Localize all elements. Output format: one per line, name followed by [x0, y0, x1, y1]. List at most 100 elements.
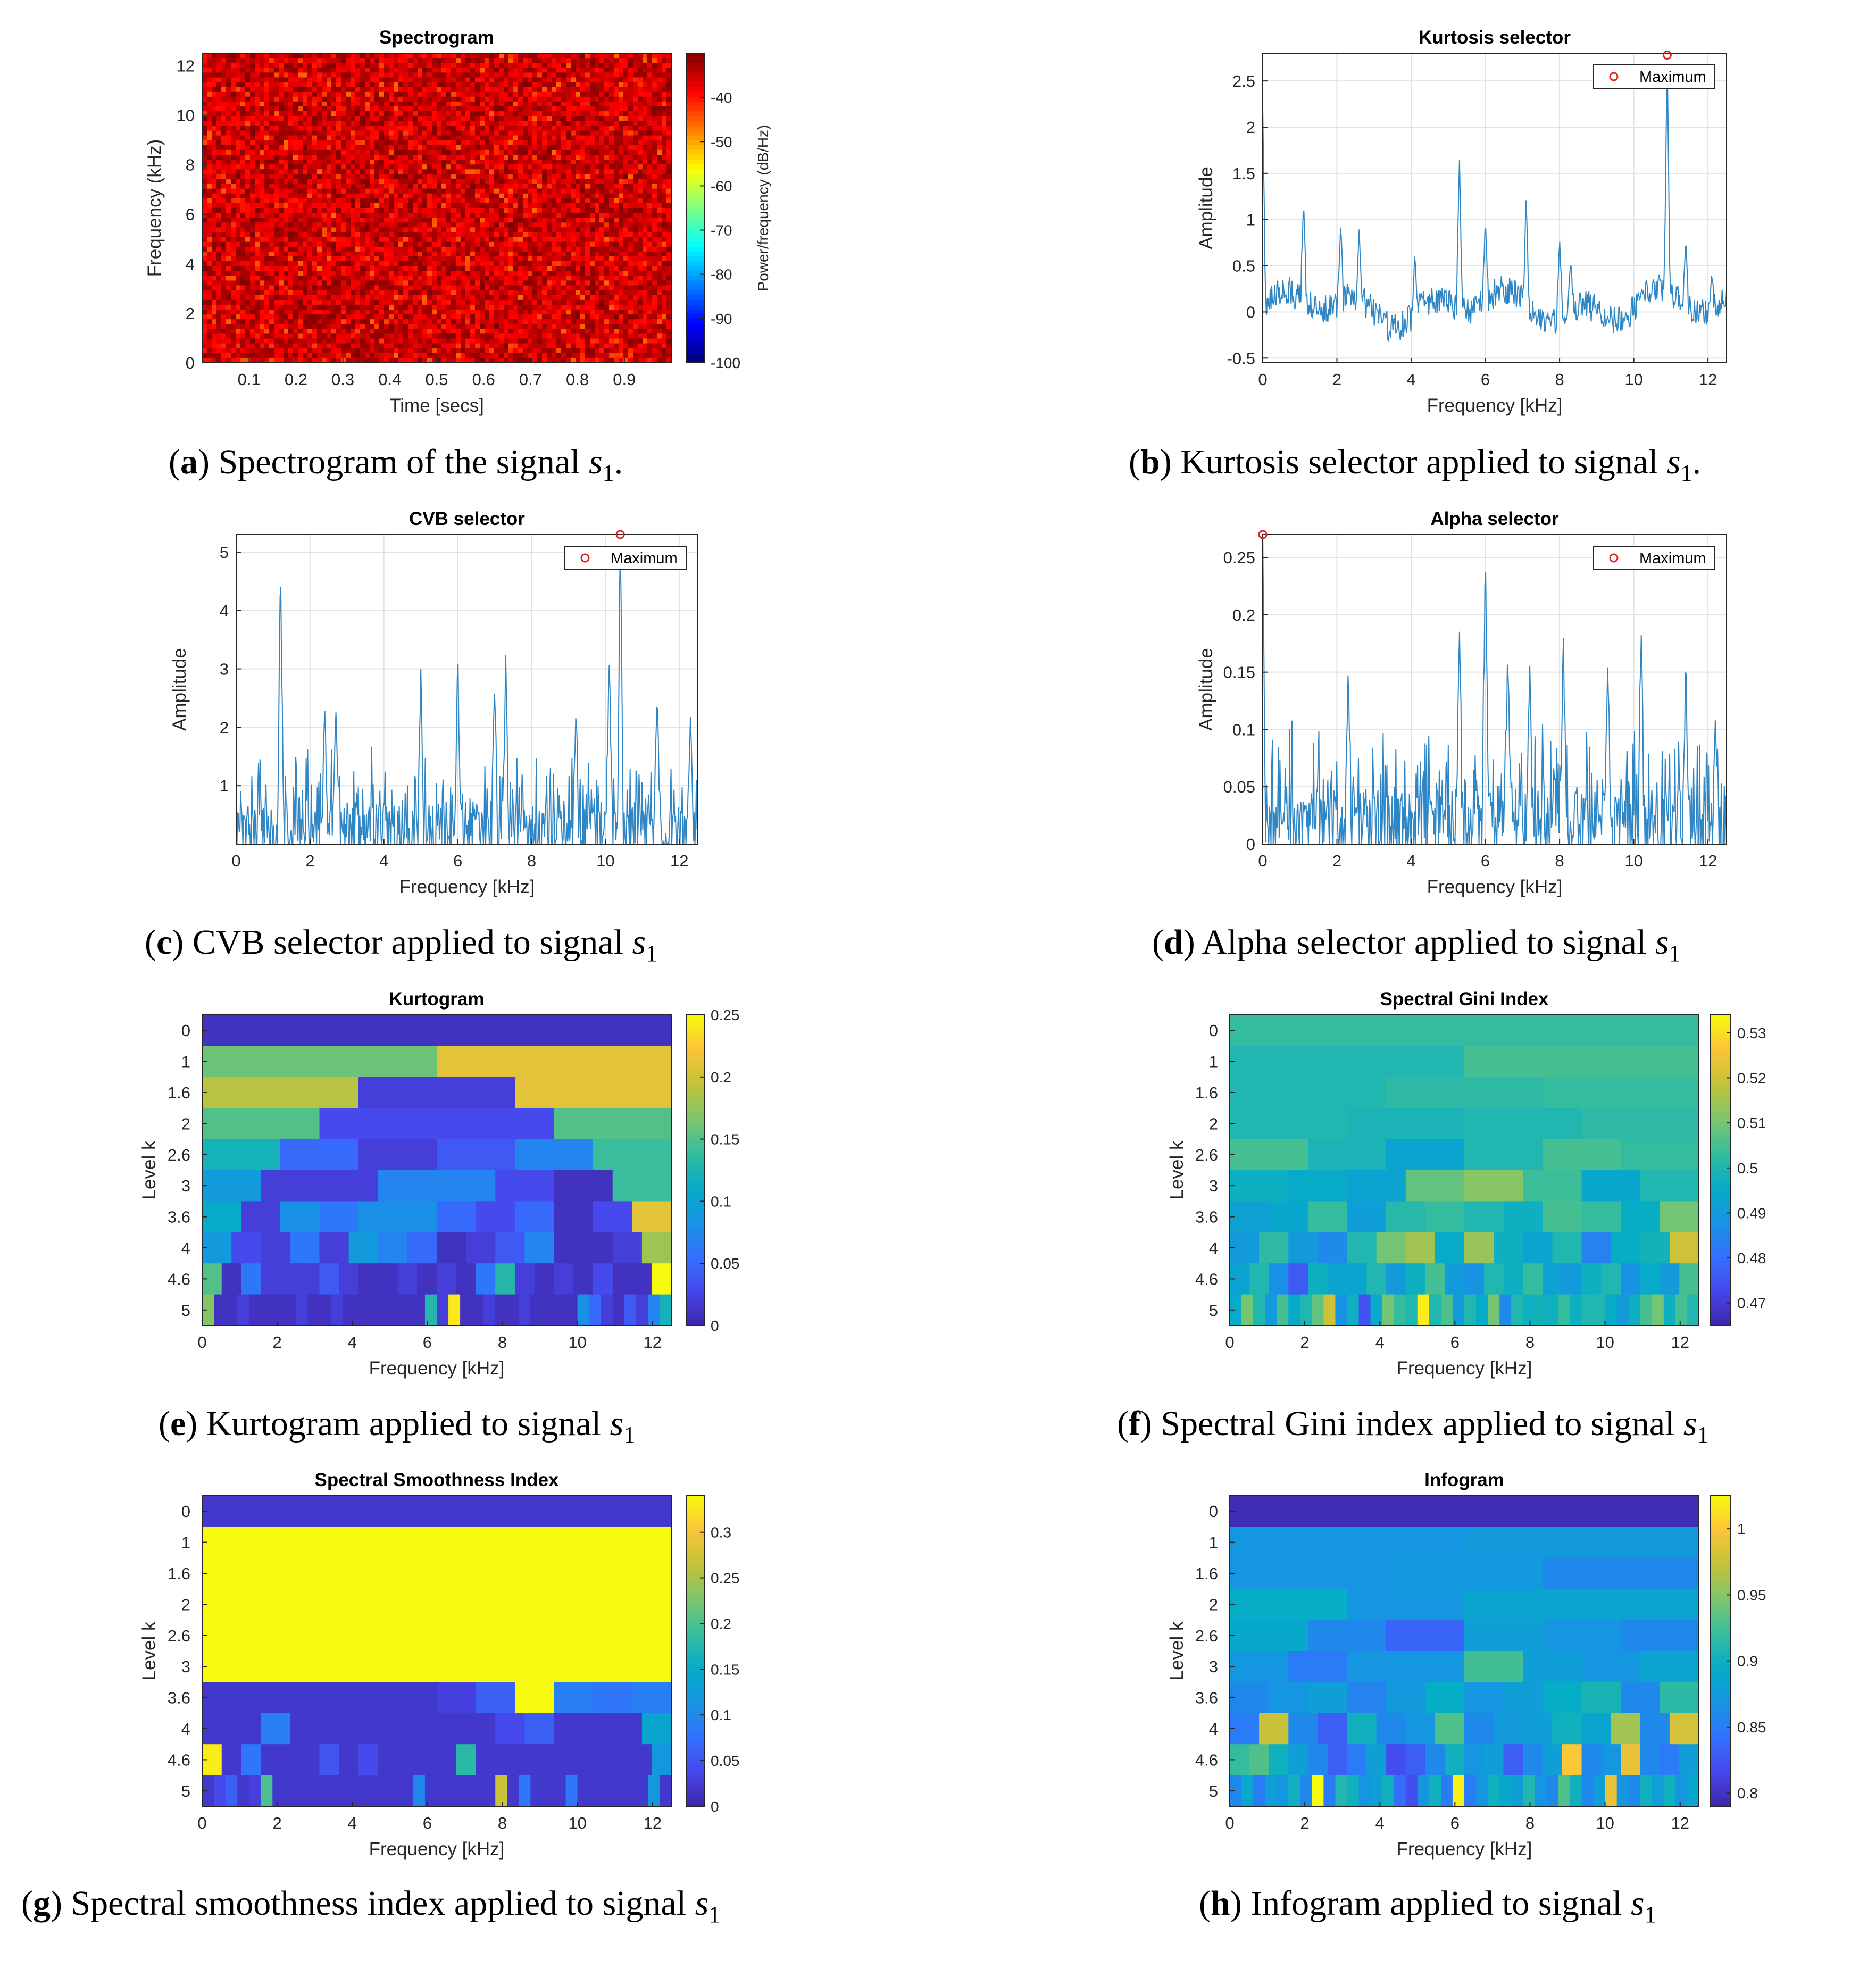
spectrogram-cell: [413, 116, 418, 121]
spectrogram-cell: [633, 261, 638, 266]
spectrogram-cell: [480, 96, 485, 102]
spectrogram-cell: [207, 53, 212, 59]
spectrogram-cell: [351, 130, 356, 136]
spectrogram-cell: [403, 241, 408, 247]
spectrogram-cell: [394, 174, 399, 179]
spectrogram-cell: [370, 280, 375, 286]
spectrogram-cell: [628, 91, 633, 97]
spectrogram-cell: [604, 91, 610, 97]
spectrogram-cell: [398, 276, 404, 281]
spectrogram-cell: [394, 280, 399, 286]
spectrogram-cell: [360, 135, 365, 141]
spectrogram-cell: [461, 130, 466, 136]
spectrogram-cell: [552, 237, 557, 243]
spectrogram-cell: [269, 145, 274, 151]
spectrogram-cell: [216, 82, 222, 88]
spectrogram-cell: [341, 193, 346, 199]
spectrogram-cell: [480, 126, 485, 131]
spectrogram-cell: [255, 290, 260, 296]
spectrogram-cell: [293, 140, 298, 146]
spectrogram-cell: [379, 290, 385, 296]
spectrogram-cell: [652, 213, 657, 218]
spectrogram-cell: [604, 179, 610, 184]
spectrogram-cell: [652, 218, 657, 223]
spectrogram-cell: [365, 290, 370, 296]
spectrogram-cell: [207, 295, 212, 301]
spectrogram-cell: [465, 87, 471, 93]
spectrogram-cell: [585, 285, 590, 291]
spectrogram-cell: [303, 271, 308, 276]
spectrogram-cell: [379, 96, 385, 102]
spectrogram-cell: [365, 237, 370, 243]
spectrogram-cell: [355, 237, 361, 243]
spectrogram-cell: [537, 198, 543, 204]
spectrogram-cell: [216, 203, 222, 209]
spectrogram-cell: [231, 106, 236, 112]
spectrogram-cell: [298, 198, 303, 204]
spectrogram-cell: [331, 53, 337, 59]
spectrogram-cell: [207, 58, 212, 63]
spectrogram-cell: [346, 237, 351, 243]
spectrogram-cell: [408, 295, 413, 301]
spectrogram-cell: [456, 266, 461, 271]
spectrogram-cell: [307, 101, 313, 107]
spectrogram-cell: [226, 77, 231, 83]
spectrogram-cell: [307, 266, 313, 271]
spectrogram-cell: [279, 164, 284, 170]
spectrogram-cell: [542, 72, 547, 78]
spectrogram-cell: [331, 184, 337, 189]
spectrogram-cell: [317, 111, 322, 116]
spectrogram-cell: [437, 188, 442, 194]
spectrogram-cell: [532, 280, 538, 286]
spectrogram-cell: [408, 184, 413, 189]
spectrogram-cell: [604, 96, 610, 102]
spectrogram-cell: [595, 246, 600, 252]
spectrogram-cell: [643, 82, 648, 88]
spectrogram-cell: [408, 91, 413, 97]
spectrogram-cell: [307, 140, 313, 146]
spectrogram-cell: [355, 121, 361, 126]
spectrogram-cell: [240, 218, 246, 223]
spectrogram-cell: [508, 77, 514, 83]
spectrogram-cell: [245, 135, 251, 141]
spectrogram-cell: [403, 77, 408, 83]
spectrogram-cell: [427, 290, 432, 296]
spectrogram-cell: [480, 160, 485, 165]
spectrogram-cell: [231, 116, 236, 121]
spectrogram-cell: [327, 227, 332, 232]
spectrogram-cell: [212, 164, 217, 170]
spectrogram-cell: [475, 246, 480, 252]
spectrogram-cell: [499, 106, 504, 112]
spectrogram-cell: [552, 63, 557, 68]
spectrogram-cell: [489, 106, 495, 112]
spectrogram-cell: [461, 213, 466, 218]
spectrogram-cell: [508, 232, 514, 238]
spectrogram-cell: [322, 126, 327, 131]
spectrogram-cell: [446, 218, 452, 223]
spectrogram-cell: [504, 101, 509, 107]
spectrogram-cell: [231, 149, 236, 155]
spectrogram-cell: [437, 140, 442, 146]
spectrogram-cell: [322, 72, 327, 78]
spectrogram-cell: [585, 87, 590, 93]
spectrogram-cell: [666, 222, 672, 228]
spectrogram-cell: [212, 193, 217, 199]
spectrogram-cell: [508, 96, 514, 102]
spectrogram-cell: [351, 174, 356, 179]
spectrogram-cell: [623, 126, 629, 131]
spectrogram-cell: [260, 53, 265, 59]
spectrogram-cell: [389, 222, 394, 228]
spectrogram-cell: [240, 101, 246, 107]
spectrogram-cell: [542, 135, 547, 141]
spectrogram-cell: [461, 285, 466, 291]
spectrogram-cell: [374, 198, 380, 204]
spectrogram-cell: [446, 184, 452, 189]
spectrogram-cell: [494, 227, 499, 232]
spectrogram-cell: [556, 193, 562, 199]
spectrogram-cell: [666, 218, 672, 223]
spectrogram-cell: [628, 111, 633, 116]
spectrogram-cell: [609, 169, 614, 174]
spectrogram-cell: [547, 135, 552, 141]
spectrogram-cell: [556, 276, 562, 281]
spectrogram-cell: [566, 169, 571, 174]
